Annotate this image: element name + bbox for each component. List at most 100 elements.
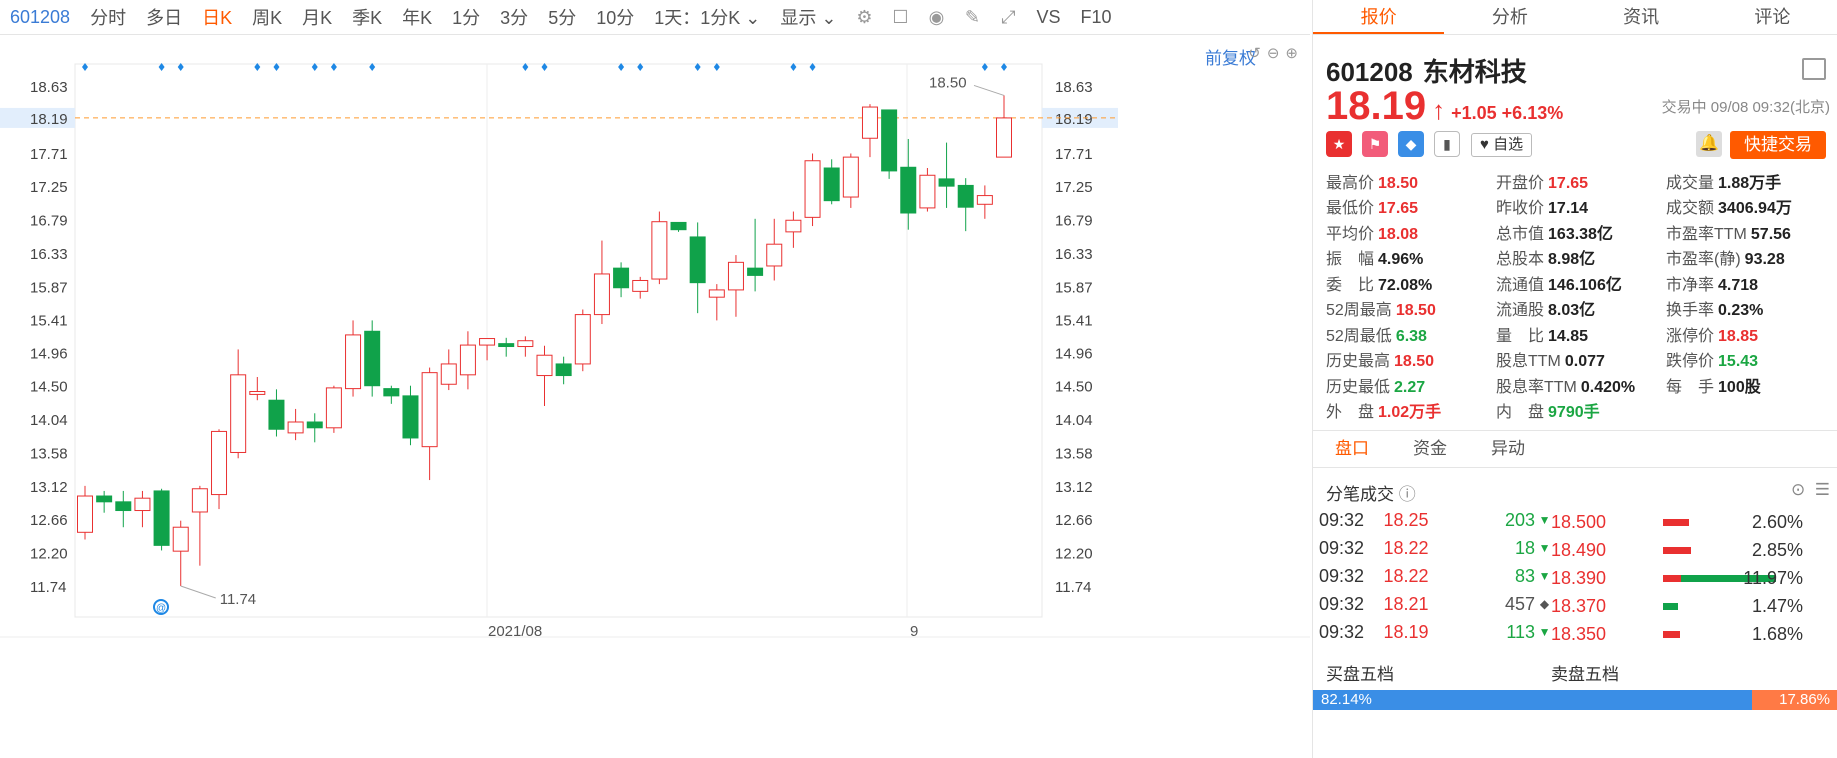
event-marker[interactable] — [981, 63, 988, 71]
quick-trade-button[interactable]: 快捷交易 — [1730, 131, 1826, 159]
event-marker[interactable] — [158, 63, 165, 71]
event-marker[interactable] — [369, 63, 376, 71]
candle-body[interactable] — [938, 178, 955, 187]
f10-button[interactable]: F10 — [1080, 6, 1112, 27]
gear-icon[interactable]: ⚙ — [856, 7, 873, 27]
period-tab[interactable]: 日K — [202, 8, 233, 28]
candle-body[interactable] — [153, 490, 170, 546]
period-tab[interactable]: 月K — [302, 8, 333, 28]
candle-body[interactable] — [498, 343, 515, 348]
candle-body[interactable] — [842, 156, 859, 198]
period-tab[interactable]: 分时 — [90, 8, 127, 28]
event-marker[interactable] — [82, 63, 88, 71]
panel-tab[interactable]: 资讯 — [1623, 7, 1660, 27]
ticks-tools[interactable]: ⊙ ☰ — [1791, 480, 1830, 500]
candle-body[interactable] — [881, 109, 898, 172]
candle-body[interactable] — [555, 363, 572, 377]
candle-body[interactable] — [727, 261, 744, 291]
period-tab[interactable]: 5分 — [548, 8, 577, 28]
menu-icon[interactable] — [1802, 58, 1826, 80]
candlestick-chart[interactable]: 18.63 18.63 18.19 18.19 17.71 17.71 17.25 17.25… — [0, 0, 1310, 758]
candle-body[interactable] — [708, 289, 725, 298]
candle-body[interactable] — [766, 243, 783, 267]
candle-body[interactable] — [919, 174, 936, 209]
expand-icon[interactable]: ⤢ — [1001, 7, 1016, 27]
candle-body[interactable] — [459, 344, 476, 376]
period-tab[interactable]: 年K — [402, 8, 433, 28]
candle-body[interactable] — [364, 330, 381, 387]
candle-body[interactable] — [268, 399, 285, 430]
event-marker[interactable] — [254, 63, 261, 71]
candle-body[interactable] — [976, 195, 993, 205]
candle-body[interactable] — [287, 421, 304, 434]
at-icon[interactable] — [153, 599, 169, 615]
sub-tab[interactable]: 异动 — [1491, 439, 1525, 458]
candle-body[interactable] — [115, 501, 132, 512]
period-tab[interactable]: 周K — [252, 8, 283, 28]
candle-body[interactable] — [861, 106, 878, 139]
candle-body[interactable] — [823, 167, 840, 202]
camera-icon[interactable]: ◉ — [928, 7, 945, 27]
info-icon[interactable]: ⓘ — [1398, 485, 1416, 504]
event-marker[interactable] — [1001, 63, 1007, 71]
china-flag-icon[interactable]: ★ — [1326, 131, 1352, 157]
tag-icon[interactable]: ◆ — [1398, 131, 1424, 157]
candle-body[interactable] — [191, 488, 208, 513]
square-icon[interactable]: ☐ — [892, 7, 909, 27]
event-marker[interactable] — [330, 63, 337, 71]
period-tab[interactable]: 季K — [352, 8, 383, 28]
candle-body[interactable] — [77, 495, 93, 533]
event-marker[interactable] — [541, 63, 548, 71]
candle-body[interactable] — [651, 221, 668, 280]
event-marker[interactable] — [713, 63, 720, 71]
candle-body[interactable] — [957, 184, 974, 208]
watchlist-button[interactable]: ♥ 自选 — [1471, 133, 1533, 157]
bookmark-icon[interactable]: ▮ — [1434, 131, 1460, 157]
candle-body[interactable] — [517, 340, 534, 348]
candle-body[interactable] — [804, 160, 821, 218]
candle-body[interactable] — [536, 354, 553, 377]
candle-body[interactable] — [249, 391, 266, 395]
period-tab[interactable]: 10分 — [596, 8, 635, 28]
sub-tab[interactable]: 资金 — [1413, 439, 1447, 458]
candle-body[interactable] — [421, 372, 438, 448]
event-marker[interactable] — [637, 63, 644, 71]
vs-button[interactable]: VS — [1036, 6, 1061, 27]
pencil-icon[interactable]: ✎ — [964, 7, 980, 27]
period-tab[interactable]: 多日 — [146, 8, 183, 28]
stock-code-tab[interactable]: 601208 — [10, 6, 71, 27]
candle-body[interactable] — [632, 279, 649, 292]
sub-tab[interactable]: 盘口 — [1335, 439, 1369, 458]
event-marker[interactable] — [177, 63, 184, 71]
candle-body[interactable] — [900, 166, 917, 214]
candle-body[interactable] — [613, 267, 630, 289]
candle-body[interactable] — [230, 374, 247, 453]
bell-icon[interactable]: 🔔 — [1696, 131, 1722, 157]
event-marker[interactable] — [522, 63, 529, 71]
candle-body[interactable] — [172, 526, 189, 552]
more-icon[interactable]: ⊙ — [1791, 480, 1806, 499]
panel-tab[interactable]: 报价 — [1313, 0, 1445, 34]
candle-body[interactable] — [306, 421, 323, 429]
event-marker[interactable] — [809, 63, 816, 71]
display-select[interactable]: 显示 ⌄ — [780, 8, 837, 28]
list-icon[interactable]: ☰ — [1814, 480, 1830, 499]
zoom-controls[interactable]: ↺⊖⊕ — [1248, 45, 1304, 62]
candle-body[interactable] — [402, 395, 419, 439]
period-tab[interactable]: 1分 — [452, 8, 481, 28]
event-marker[interactable] — [694, 63, 701, 71]
candle-body[interactable] — [134, 497, 151, 512]
event-marker[interactable] — [273, 63, 280, 71]
candle-body[interactable] — [479, 338, 496, 346]
panel-tab[interactable]: 评论 — [1754, 7, 1791, 27]
candle-body[interactable] — [325, 387, 342, 429]
runner-icon[interactable]: ⚑ — [1362, 131, 1388, 157]
candle-body[interactable] — [345, 334, 362, 390]
candle-body[interactable] — [593, 273, 610, 316]
adjust-button[interactable]: 前复权 — [1205, 49, 1256, 68]
panel-tab[interactable]: 分析 — [1491, 7, 1528, 27]
period-tab[interactable]: 3分 — [500, 8, 529, 28]
candle-body[interactable] — [670, 221, 687, 231]
period-select[interactable]: 1天：1分K ⌄ — [654, 8, 761, 28]
candle-body[interactable] — [383, 388, 400, 397]
